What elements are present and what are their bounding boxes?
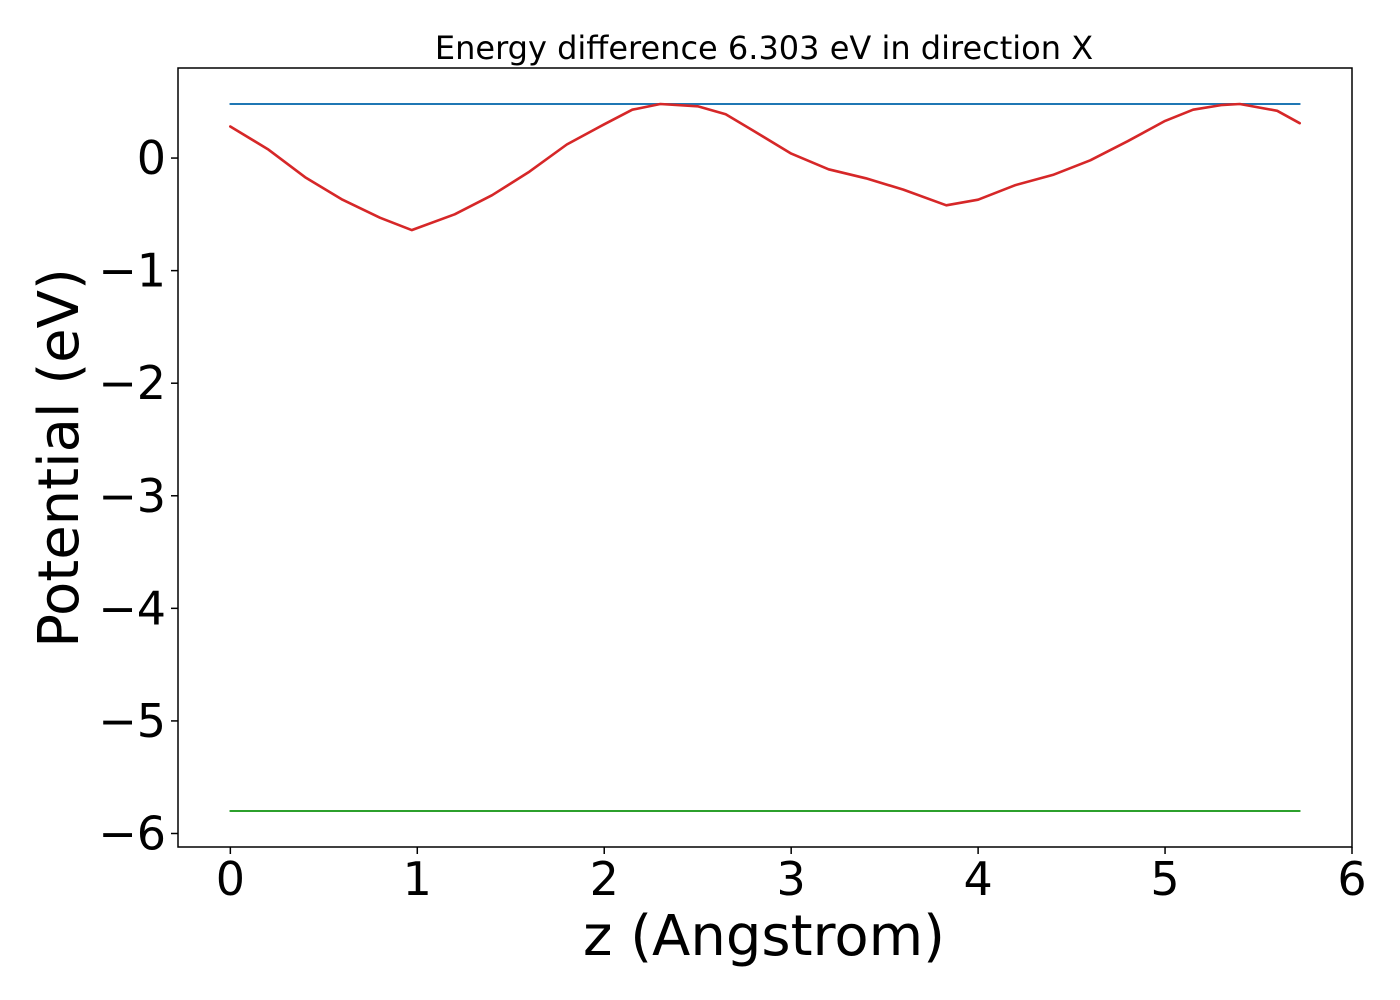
y-axis: 0 −1 −2 −3 −4 −5 −6 (98, 131, 178, 860)
y-tick-label: −5 (98, 694, 166, 748)
y-tick-label: −2 (98, 356, 166, 410)
x-tick-label: 2 (590, 852, 619, 906)
y-tick-label: 0 (137, 131, 166, 185)
x-tick-label: 3 (777, 852, 806, 906)
y-tick-label: −4 (98, 581, 166, 635)
x-axis-label: z (Angstrom) (583, 904, 945, 969)
y-tick-label: −3 (98, 469, 166, 523)
x-tick-label: 5 (1150, 852, 1179, 906)
series-line-3 (229, 102, 1301, 232)
chart-title: Energy difference 6.303 eV in direction … (435, 29, 1093, 67)
x-tick-label: 1 (403, 852, 432, 906)
y-tick-label: −1 (98, 244, 166, 298)
x-axis: 0 1 2 3 4 5 6 (216, 847, 1367, 906)
plot-frame (177, 67, 1353, 848)
x-tick-label: 0 (216, 852, 245, 906)
x-tick-label: 4 (963, 852, 992, 906)
y-tick-label: −6 (98, 806, 166, 860)
y-axis-label: Potential (eV) (27, 268, 92, 648)
x-tick-label: 6 (1337, 852, 1366, 906)
series-layer (229, 102, 1301, 812)
